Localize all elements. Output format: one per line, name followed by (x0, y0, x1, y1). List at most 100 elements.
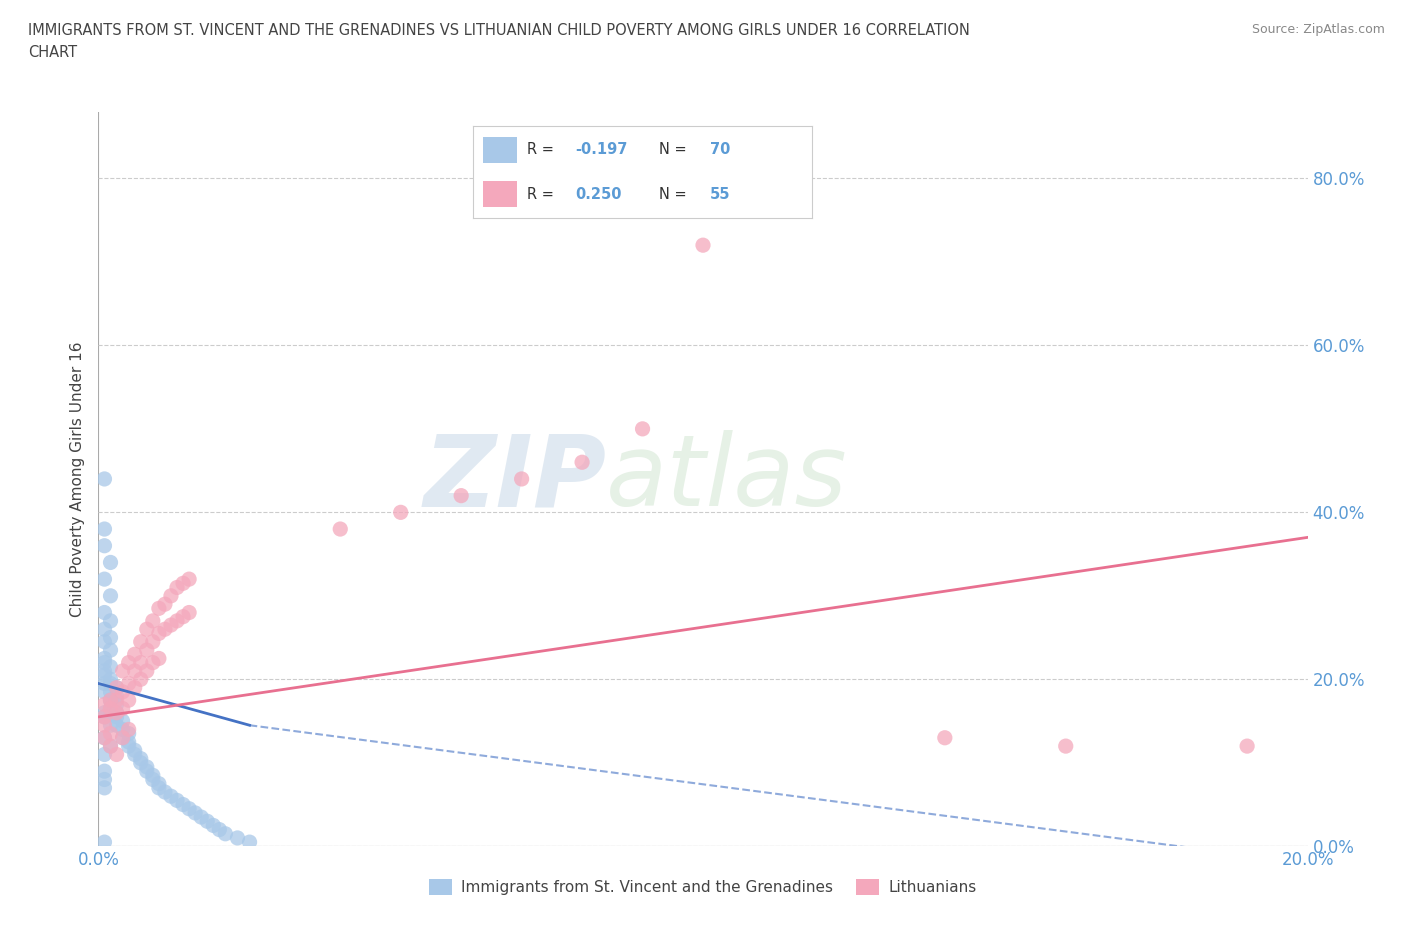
Point (208, 822, 231, 837)
Point (129, 751, 152, 766)
Point (124, 680, 146, 695)
Point (692, 238, 714, 253)
Point (93, 730, 115, 745)
Point (111, 701, 134, 716)
Point (100, 643, 122, 658)
Point (142, 634, 165, 649)
Point (571, 455, 593, 470)
Point (124, 663, 146, 678)
Point (111, 663, 134, 678)
Point (160, 789, 183, 804)
Text: atlas: atlas (606, 431, 848, 527)
Point (226, 830, 249, 845)
Point (100, 738, 122, 753)
Point (93, 668, 115, 683)
Point (135, 663, 157, 678)
Point (190, 810, 212, 825)
Point (135, 760, 157, 775)
Point (129, 656, 152, 671)
Point (100, 693, 122, 708)
Point (105, 718, 128, 733)
Point (329, 522, 352, 537)
Point (105, 680, 128, 695)
Point (100, 693, 122, 708)
Point (100, 718, 122, 733)
Point (148, 626, 170, 641)
Point (93, 718, 115, 733)
Point (111, 684, 134, 699)
Text: IMMIGRANTS FROM ST. VINCENT AND THE GRENADINES VS LITHUANIAN CHILD POVERTY AMONG: IMMIGRANTS FROM ST. VINCENT AND THE GREN… (28, 23, 970, 38)
Point (93, 710, 115, 724)
Point (105, 693, 128, 708)
Point (118, 735, 141, 750)
Point (135, 622, 157, 637)
Point (135, 643, 157, 658)
Y-axis label: Child Poverty Among Girls Under 16: Child Poverty Among Girls Under 16 (69, 341, 84, 617)
Point (93, 747, 115, 762)
Point (142, 656, 165, 671)
Point (111, 730, 134, 745)
Point (118, 726, 141, 741)
Point (118, 738, 141, 753)
Point (142, 768, 165, 783)
Point (118, 722, 141, 737)
Point (100, 684, 122, 699)
Point (179, 572, 201, 587)
Point (129, 634, 152, 649)
Point (93, 764, 115, 778)
Point (389, 505, 412, 520)
Point (214, 827, 236, 842)
Point (105, 705, 128, 720)
Point (111, 713, 134, 728)
Point (100, 631, 122, 645)
Point (166, 580, 188, 595)
Point (93, 634, 115, 649)
Point (118, 693, 141, 708)
Point (160, 589, 183, 604)
Point (105, 697, 128, 711)
Point (93, 651, 115, 666)
Point (1236, 738, 1258, 753)
Point (148, 651, 170, 666)
Point (100, 555, 122, 570)
Point (195, 814, 218, 829)
Point (105, 705, 128, 720)
Point (105, 680, 128, 695)
Point (105, 688, 128, 703)
Point (93, 835, 115, 850)
Point (93, 622, 115, 637)
Point (172, 797, 194, 812)
Point (93, 663, 115, 678)
Point (124, 743, 146, 758)
Point (129, 671, 152, 686)
Point (118, 656, 141, 671)
Point (135, 764, 157, 778)
Point (631, 421, 654, 436)
Point (450, 488, 472, 503)
Point (148, 601, 170, 616)
Point (93, 472, 115, 486)
Point (179, 802, 201, 817)
Point (93, 538, 115, 553)
Point (142, 772, 165, 787)
Point (111, 730, 134, 745)
Point (93, 710, 115, 724)
Point (179, 605, 201, 620)
Point (153, 622, 176, 637)
Point (93, 684, 115, 699)
Point (124, 747, 146, 762)
Point (172, 576, 194, 591)
Point (93, 705, 115, 720)
Point (172, 609, 194, 624)
Point (100, 726, 122, 741)
Point (160, 618, 183, 632)
Point (166, 614, 188, 629)
Point (100, 589, 122, 604)
Point (100, 701, 122, 716)
Point (93, 730, 115, 745)
Point (124, 647, 146, 662)
Point (148, 780, 170, 795)
Point (93, 697, 115, 711)
Point (202, 818, 225, 833)
Point (100, 693, 122, 708)
